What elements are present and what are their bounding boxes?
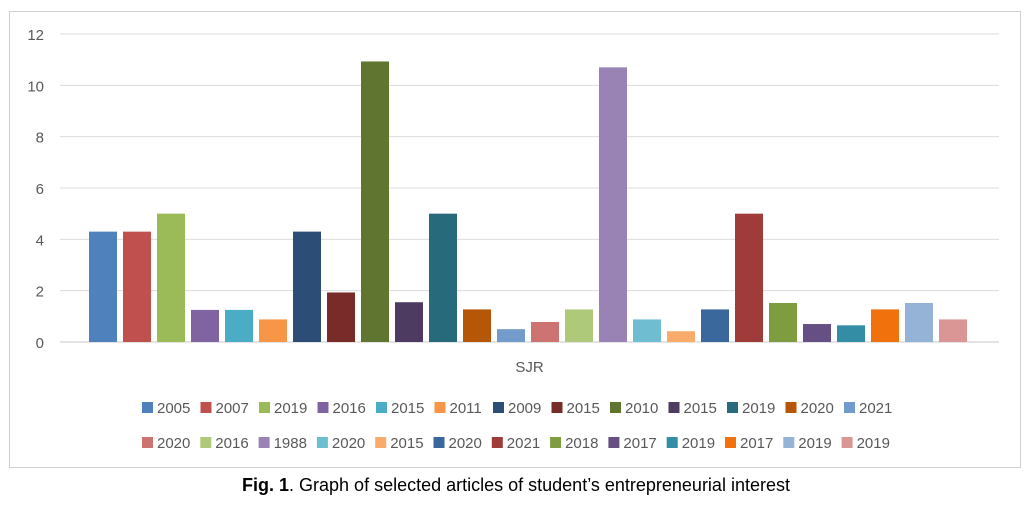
legend-label: 2020: [332, 435, 365, 452]
legend-label: 2015: [684, 400, 717, 417]
bar-chart: 0 2 4 6 8 10 12 SJR 2005 2007 2019 2016 2015 2011 2009…: [27, 27, 999, 452]
legend-swatch: [258, 437, 270, 448]
legend-swatch: [725, 437, 736, 448]
legend-label: 2017: [623, 435, 656, 452]
bar-4: [191, 309, 219, 342]
legend-swatch: [783, 437, 795, 448]
caption-text: . Graph of selected articles of student’…: [289, 475, 790, 495]
bar-7: [293, 231, 321, 342]
legend-label: 2007: [216, 400, 249, 417]
bar-5: [225, 309, 253, 342]
bar-21: [769, 302, 797, 342]
bar-6: [259, 319, 287, 342]
legend-label: 2005: [157, 400, 190, 417]
y-tick-label: 10: [27, 78, 44, 95]
legend-label: 2021: [859, 400, 892, 417]
bar-22: [803, 324, 831, 342]
legend-label: 2019: [857, 435, 890, 452]
legend-label: 2019: [682, 435, 715, 452]
legend-label: 2019: [742, 400, 775, 417]
y-tick-label: 2: [36, 284, 44, 301]
bar-9: [361, 61, 389, 343]
bar-10: [395, 302, 423, 342]
bar-20: [735, 213, 763, 342]
legend-label: 2018: [565, 435, 598, 452]
legend-label: 2019: [798, 435, 831, 452]
y-tick-label: 8: [36, 130, 44, 147]
bar-3: [157, 213, 185, 342]
legend-label: 2016: [215, 435, 248, 452]
x-category-label: SJR: [515, 359, 544, 376]
legend-label: 2021: [507, 435, 540, 452]
legend-swatch: [317, 402, 329, 413]
legend-swatch: [785, 402, 797, 413]
bar-1: [89, 231, 117, 342]
legend-swatch: [551, 402, 563, 413]
legend-label: 2011: [450, 400, 482, 417]
legend-label: 2017: [740, 435, 773, 452]
legend-swatch: [142, 437, 153, 448]
legend-swatch: [376, 402, 387, 413]
bar-26: [939, 319, 967, 342]
legend-swatch: [610, 402, 621, 413]
bar-23: [837, 325, 865, 342]
bar-8: [327, 292, 355, 342]
legend-swatch: [433, 437, 445, 448]
legend-label: 2019: [274, 400, 307, 417]
y-tick-label: 12: [27, 27, 44, 44]
legend-label: 2016: [333, 400, 366, 417]
bar-15: [565, 309, 593, 342]
legend-swatch: [727, 402, 738, 413]
legend-swatch: [844, 402, 855, 413]
bar-24: [871, 309, 899, 342]
legend-swatch: [200, 437, 212, 448]
y-tick-label: 0: [36, 335, 44, 352]
legend-swatch: [666, 437, 678, 448]
caption-label: Fig. 1: [242, 475, 290, 495]
legend-swatch: [550, 437, 562, 448]
legend-label: 2010: [625, 400, 658, 417]
legend-label: 2020: [449, 435, 482, 452]
legend-swatch: [375, 437, 387, 448]
legend-swatch: [200, 402, 212, 413]
bar-12: [463, 309, 491, 342]
legend-swatch: [668, 402, 680, 413]
bar-25: [905, 302, 933, 342]
legend-swatch: [142, 402, 153, 413]
bar-17: [633, 319, 661, 342]
legend-swatch: [841, 437, 853, 448]
legend-label: 2009: [508, 400, 541, 417]
figure-caption: Fig. 1. Graph of selected articles of st…: [0, 475, 1032, 496]
legend-label: 2020: [801, 400, 834, 417]
bar-18: [667, 331, 695, 342]
legend-swatch: [491, 437, 503, 448]
legend-swatch: [434, 402, 446, 413]
y-tick-label: 4: [36, 232, 44, 249]
legend-swatch: [608, 437, 620, 448]
legend-label: 2020: [157, 435, 190, 452]
bar-14: [531, 321, 559, 342]
legend-label: 2015: [391, 400, 424, 417]
legend-label: 1988: [274, 435, 307, 452]
legend-swatch: [493, 402, 504, 413]
bar-2: [123, 231, 151, 342]
legend-swatch: [316, 437, 328, 448]
legend-label: 2015: [567, 400, 600, 417]
bar-11: [429, 213, 457, 342]
y-tick-label: 6: [36, 181, 44, 198]
bar-19: [701, 309, 729, 342]
legend-label: 2015: [390, 435, 423, 452]
bar-13: [497, 329, 525, 342]
legend-swatch: [259, 402, 270, 413]
bar-16: [599, 67, 627, 342]
